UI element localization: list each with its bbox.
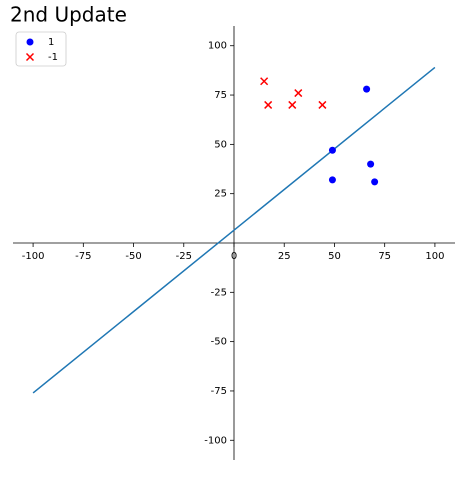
legend-marker xyxy=(26,38,34,46)
point xyxy=(294,89,303,98)
y-tick-label: 25 xyxy=(214,189,227,200)
y-tick-label: -100 xyxy=(204,435,227,446)
point xyxy=(260,77,269,86)
point xyxy=(371,178,379,186)
point xyxy=(318,100,327,109)
y-tick-label: 100 xyxy=(208,41,227,52)
x-tick-label: -100 xyxy=(22,251,45,262)
y-tick-label: -75 xyxy=(211,386,227,397)
chart-title: 2nd Update xyxy=(10,3,127,27)
point xyxy=(363,85,371,93)
legend-label: -1 xyxy=(48,52,58,63)
point xyxy=(328,176,336,184)
y-tick-label: 75 xyxy=(214,90,227,101)
legend-label: 1 xyxy=(48,37,54,48)
point xyxy=(328,146,336,154)
x-tick-label: -50 xyxy=(125,251,141,262)
point xyxy=(264,100,273,109)
x-tick-label: 75 xyxy=(378,251,391,262)
legend-box xyxy=(15,31,67,67)
x-tick-label: 0 xyxy=(231,251,237,262)
line xyxy=(32,66,436,394)
y-tick-label: -50 xyxy=(211,337,227,348)
x-tick-label: -25 xyxy=(176,251,192,262)
x-tick-label: 25 xyxy=(278,251,291,262)
y-tick-label: -25 xyxy=(211,287,227,298)
point xyxy=(288,100,297,109)
y-tick-label: 50 xyxy=(214,139,227,150)
x-tick-label: -75 xyxy=(75,251,91,262)
x-tick-label: 50 xyxy=(328,251,341,262)
point xyxy=(367,160,375,168)
legend-marker xyxy=(25,52,35,62)
x-tick-label: 100 xyxy=(425,251,444,262)
